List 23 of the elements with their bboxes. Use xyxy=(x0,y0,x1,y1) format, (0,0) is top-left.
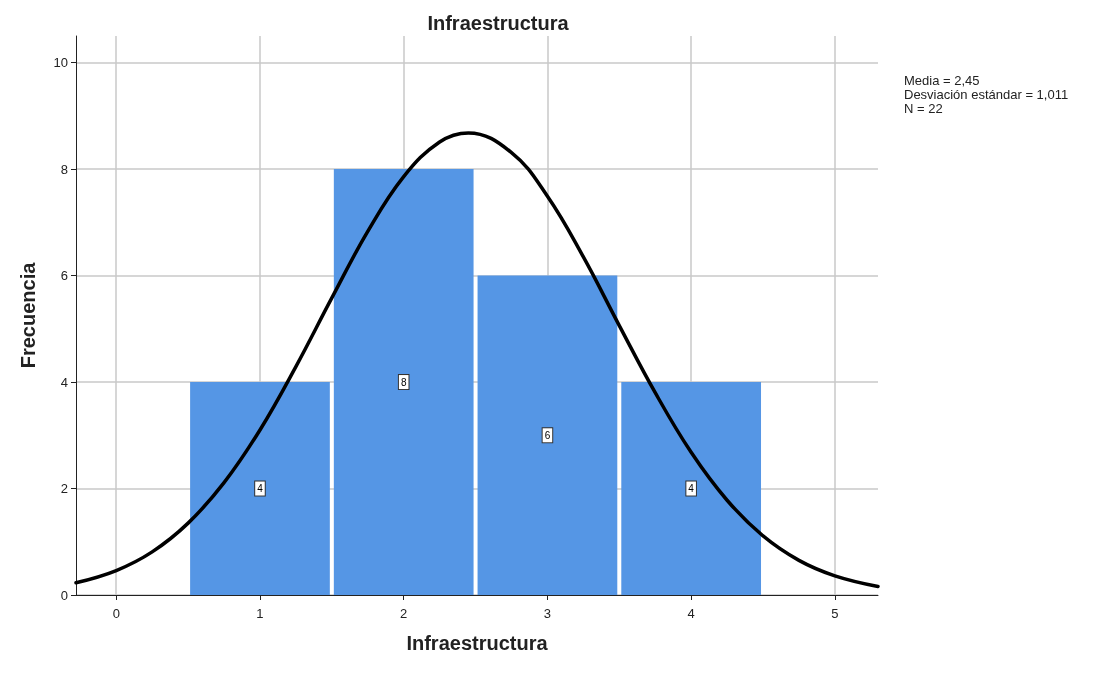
y-tick-label: 0 xyxy=(60,587,68,603)
chart-title: Infraestructura xyxy=(427,12,570,34)
text: Desviación estándar = 1,011 xyxy=(904,87,1069,102)
y-tick-label: 8 xyxy=(60,161,68,177)
y-axis-title: Frecuencia xyxy=(17,261,39,369)
data-label: 4 xyxy=(688,483,695,495)
data-label: 4 xyxy=(257,483,264,495)
data-label: 8 xyxy=(400,376,407,388)
x-tick-label: 5 xyxy=(831,606,839,621)
x-tick-label: 3 xyxy=(543,606,552,621)
data-label: 6 xyxy=(544,429,551,441)
y-tick-label: 2 xyxy=(60,481,68,497)
y-tick-label: 4 xyxy=(60,374,68,390)
x-tick-label: 1 xyxy=(256,606,264,621)
y-tick-label: 10 xyxy=(53,55,68,71)
y-tick-label: 6 xyxy=(60,268,68,284)
x-tick-label: 0 xyxy=(112,606,120,621)
text: Media = 2,45 xyxy=(904,73,980,88)
x-tick-label: 2 xyxy=(400,606,408,621)
line-series xyxy=(74,131,880,589)
x-axis-title: Infraestructura xyxy=(406,632,549,654)
text: N = 22 xyxy=(904,101,943,116)
x-tick-label: 4 xyxy=(687,606,695,621)
